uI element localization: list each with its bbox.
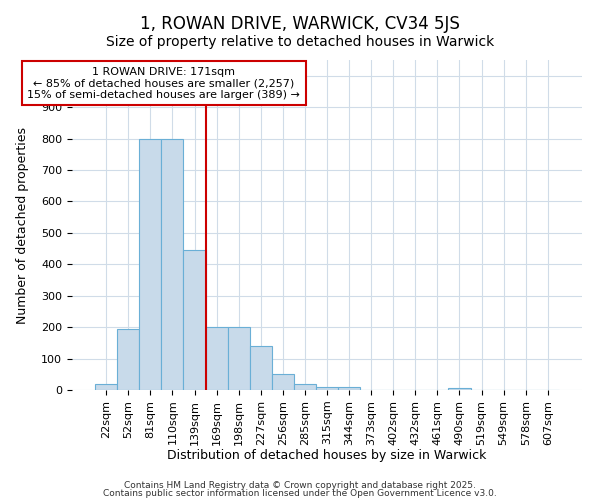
Bar <box>117 328 139 390</box>
Bar <box>294 384 316 390</box>
Bar <box>184 250 206 390</box>
Text: Contains public sector information licensed under the Open Government Licence v3: Contains public sector information licen… <box>103 489 497 498</box>
Bar <box>272 374 294 390</box>
Text: 1 ROWAN DRIVE: 171sqm
← 85% of detached houses are smaller (2,257)
15% of semi-d: 1 ROWAN DRIVE: 171sqm ← 85% of detached … <box>28 66 300 100</box>
Bar <box>227 327 250 390</box>
Bar <box>206 327 227 390</box>
Bar <box>316 387 338 390</box>
Text: 1, ROWAN DRIVE, WARWICK, CV34 5JS: 1, ROWAN DRIVE, WARWICK, CV34 5JS <box>140 15 460 33</box>
Text: Contains HM Land Registry data © Crown copyright and database right 2025.: Contains HM Land Registry data © Crown c… <box>124 480 476 490</box>
Bar <box>139 138 161 390</box>
Bar <box>95 384 117 390</box>
Bar <box>448 388 470 390</box>
Bar <box>338 387 360 390</box>
Bar <box>161 138 184 390</box>
Text: Size of property relative to detached houses in Warwick: Size of property relative to detached ho… <box>106 35 494 49</box>
Y-axis label: Number of detached properties: Number of detached properties <box>16 126 29 324</box>
X-axis label: Distribution of detached houses by size in Warwick: Distribution of detached houses by size … <box>167 449 487 462</box>
Bar <box>250 346 272 390</box>
